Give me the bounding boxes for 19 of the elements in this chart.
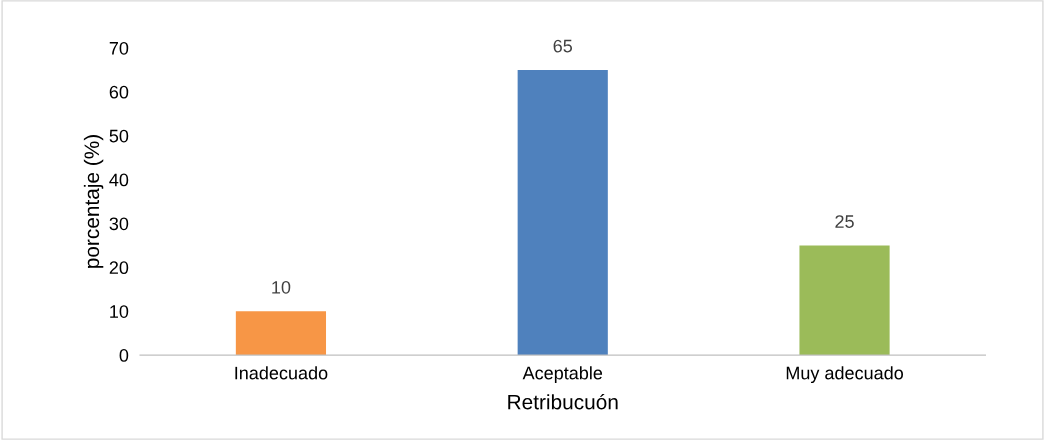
y-tick-label: 10	[110, 305, 129, 318]
x-tick-label: Aceptable	[522, 366, 603, 384]
bar	[799, 245, 890, 356]
y-tick-label: 40	[109, 173, 129, 187]
y-tick-label: 30	[109, 217, 129, 231]
y-tick-label: 60	[109, 85, 129, 99]
x-tick-label: Inadecuado	[235, 366, 328, 380]
y-tick-label: 0	[119, 349, 129, 362]
x-axis-title: Retribucuón	[508, 393, 618, 410]
y-tick-label: 50	[109, 129, 129, 143]
y-tick-label: 70	[109, 41, 129, 55]
data-label: 25	[835, 215, 854, 228]
bar	[517, 69, 608, 356]
bar	[235, 311, 327, 356]
x-tick-label: Muy adecuado	[786, 366, 903, 384]
data-label: 10	[272, 280, 291, 294]
y-tick-label: 20	[109, 261, 129, 275]
y-axis-title: porcentaje (%)	[83, 135, 104, 268]
data-label: 65	[553, 39, 573, 53]
